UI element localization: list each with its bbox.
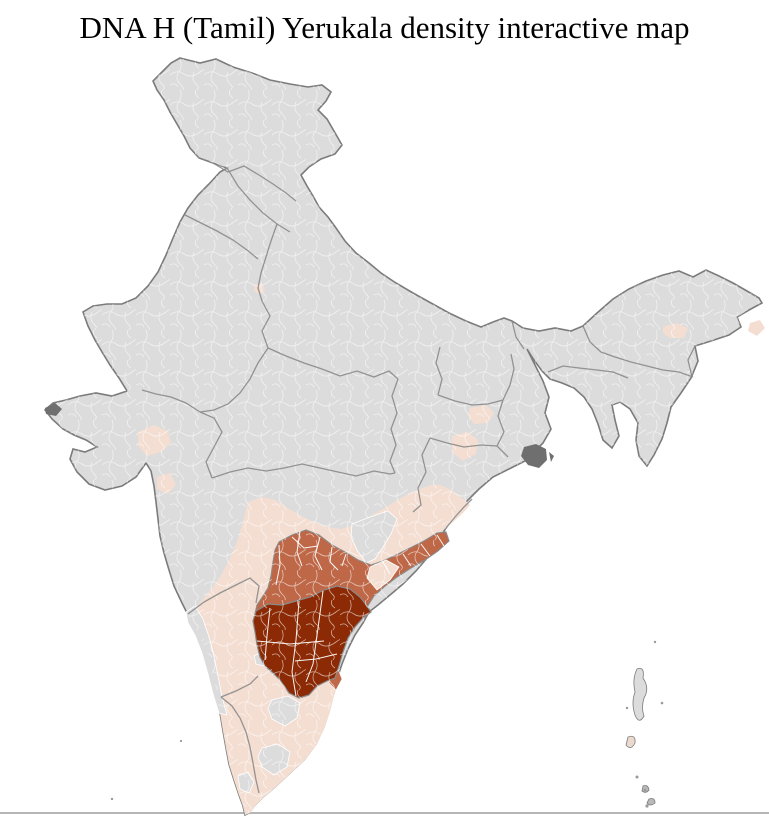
patch-kutch-tip-dark[interactable] (45, 403, 62, 416)
district-lines-colored-regions (256, 530, 445, 697)
little-andaman-island[interactable] (625, 735, 636, 748)
map-title: DNA H (Tamil) Yerukala density interacti… (79, 10, 690, 45)
islands[interactable] (110, 640, 664, 808)
nicobar-island-2[interactable] (646, 798, 656, 806)
district-texture-overlay (45, 58, 762, 815)
small-island-dots (110, 640, 664, 808)
andaman-main-island[interactable] (632, 668, 648, 721)
patch-sundarbans-dark-2[interactable] (549, 452, 554, 462)
patch-sundarbans-dark[interactable] (521, 444, 547, 468)
dark-patches[interactable] (45, 403, 554, 468)
map-frame-bottom-line (0, 812, 769, 814)
region-arunachal-low[interactable] (748, 320, 765, 336)
state-borders (141, 162, 696, 794)
